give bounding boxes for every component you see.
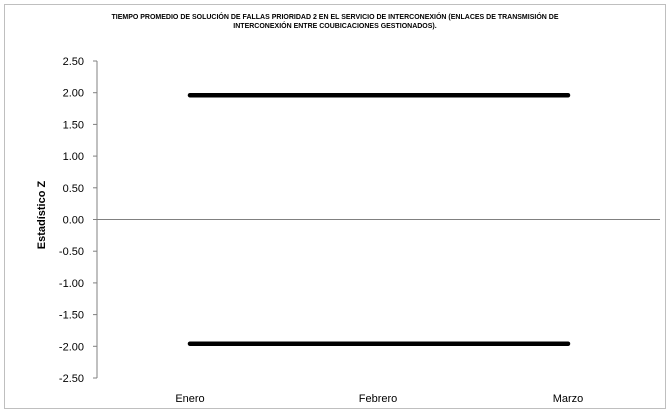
- chart-title: TIEMPO PROMEDIO DE SOLUCIÓN DE FALLAS PR…: [111, 14, 559, 30]
- x-tick-label: Enero: [175, 393, 204, 405]
- y-tick-label: -0.50: [59, 246, 84, 258]
- y-tick-label: 1.50: [63, 119, 84, 131]
- y-tick-label: -1.00: [59, 278, 84, 290]
- y-tick-label: -1.50: [59, 310, 84, 322]
- y-tick-label: 2.00: [63, 88, 84, 100]
- y-tick-label: -2.00: [59, 341, 84, 353]
- y-tick-label: 2.50: [63, 56, 84, 68]
- x-tick-label: Marzo: [553, 393, 584, 405]
- x-tick-label: Febrero: [359, 393, 398, 405]
- y-tick-label: -2.50: [59, 373, 84, 385]
- y-axis-title: Estadístico Z: [36, 180, 48, 249]
- chart-frame: [4, 4, 666, 409]
- y-tick-label: 1.00: [63, 151, 84, 163]
- y-tick-label: 0.50: [63, 183, 84, 195]
- y-tick-label: 0.00: [63, 215, 84, 227]
